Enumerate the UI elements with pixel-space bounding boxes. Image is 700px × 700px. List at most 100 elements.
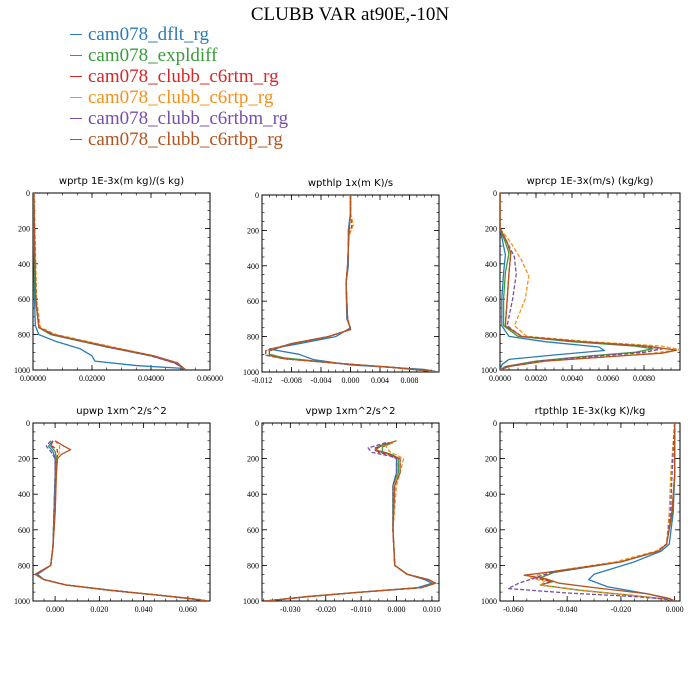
series-line-cam078_clubb_c6rtbm_rg	[34, 440, 208, 601]
legend-label: cam078_expldiff	[88, 44, 218, 66]
x-tick-label: -0.020	[315, 605, 336, 614]
y-tick-label: 200	[247, 226, 259, 235]
series-line-cam078_clubb_c6rtm_rg	[534, 423, 676, 601]
panel-title: wprcp 1E-3x(m/s) (kg/kg)	[527, 176, 654, 187]
legend-swatch	[70, 76, 82, 77]
y-tick-label: 1000	[14, 597, 30, 606]
panel-title: upwp 1xm^2/s^2	[76, 406, 166, 417]
y-tick-label: 800	[485, 331, 497, 340]
x-tick-label: 0.000	[666, 605, 684, 614]
panel-title: wprtp 1E-3x(m kg)/(s kg)	[59, 176, 184, 187]
legend-swatch	[70, 55, 82, 56]
x-tick-label: -0.010	[351, 605, 372, 614]
series-line-cam078_dflt_rg	[588, 423, 676, 601]
series-line-cam078_clubb_c6rtbp_rg	[268, 195, 439, 372]
chart-panel-4: upwp 1xm^2/s^2 0 200 400 600 800 1000 0.000 0.02…	[14, 406, 211, 614]
legend-label: cam078_clubb_c6rtbm_rg	[88, 107, 289, 129]
x-tick-label: 0.004	[371, 376, 389, 385]
series-line-cam078_clubb_c6rtbp_rg	[265, 440, 437, 601]
y-tick-label: 1000	[481, 597, 497, 606]
series-line-cam078_clubb_c6rtbp_rg	[523, 423, 676, 601]
series-line-cam078_expldiff	[500, 193, 654, 370]
chart-panel-2: wpthlp 1x(m K)/s02004006008001000-0.012-…	[243, 178, 440, 385]
x-tick-label: 0.040	[135, 605, 153, 614]
legend-item: cam078_clubb_c6rtbm_rg	[70, 108, 288, 129]
series-line-cam078_clubb_c6rtp_rg	[33, 193, 187, 370]
y-tick-label: 200	[18, 224, 30, 233]
legend-item: cam078_clubb_c6rtm_rg	[70, 66, 288, 87]
x-tick-label: 0.000	[388, 605, 406, 614]
panel-title: wpthlp 1x(m K)/s	[308, 178, 393, 189]
legend-label: cam078_clubb_c6rtp_rg	[88, 86, 274, 108]
plot-frame	[261, 422, 440, 602]
x-tick-label: 0.0060	[597, 374, 619, 383]
series-line-cam078_clubb_c6rtm_rg	[34, 440, 208, 601]
x-tick-label: 0.0040	[561, 374, 583, 383]
y-tick-label: 600	[247, 526, 259, 535]
series-line-cam078_dflt_rg	[268, 195, 439, 372]
plot-frame	[32, 422, 211, 602]
series-line-cam078_clubb_c6rtp_rg	[528, 423, 676, 601]
y-tick-label: 1000	[481, 366, 497, 375]
chart-panel-6: rtpthlp 1E-3x(kg K)/kg02004006008001000-…	[481, 406, 684, 614]
x-tick-label: 0.010	[423, 605, 441, 614]
x-tick-label: 0.020	[90, 605, 108, 614]
legend-item: cam078_expldiff	[70, 45, 288, 66]
legend-label: cam078_dflt_rg	[88, 23, 210, 45]
y-tick-label: 400	[485, 260, 497, 269]
y-tick-label: 200	[247, 455, 259, 464]
y-tick-label: 200	[18, 455, 30, 464]
legend-label: cam078_clubb_c6rtbp_rg	[88, 128, 283, 150]
x-tick-label: 0.04000	[138, 374, 164, 383]
y-tick-label: 400	[247, 490, 259, 499]
y-tick-label: 0	[26, 189, 30, 198]
y-tick-label: 400	[485, 490, 497, 499]
series-line-cam078_clubb_c6rtm_rg	[265, 441, 437, 601]
y-tick-label: 600	[18, 295, 30, 304]
y-tick-label: 400	[18, 490, 30, 499]
x-tick-label: 0.00000	[20, 374, 46, 383]
legend-item: cam078_clubb_c6rtbp_rg	[70, 129, 288, 150]
series-line-cam078_clubb_c6rtbm_rg	[500, 193, 663, 370]
y-tick-label: 1000	[243, 368, 259, 377]
x-tick-label: -0.060	[503, 605, 524, 614]
x-tick-label: 0.060	[179, 605, 197, 614]
y-tick-label: 1000	[243, 597, 259, 606]
x-tick-label: 0.000	[46, 605, 64, 614]
series-line-cam078_dflt_rg	[265, 441, 433, 601]
panel-title: vpwp 1xm^2/s^2	[305, 406, 395, 417]
y-tick-label: 0	[255, 419, 259, 428]
plot-frame	[32, 192, 211, 371]
y-tick-label: 600	[247, 297, 259, 306]
x-tick-label: -0.020	[611, 605, 632, 614]
y-tick-label: 800	[247, 333, 259, 342]
series-line-cam078_expldiff	[539, 423, 676, 601]
x-tick-label: -0.040	[557, 605, 578, 614]
x-tick-label: 0.06000	[197, 374, 223, 383]
chart-panel-5: vpwp 1xm^2/s^2 0 200 400 600 800 1000 -0.030 -0.…	[243, 406, 441, 614]
series-line-cam078_clubb_c6rtm_rg	[33, 193, 187, 370]
legend-item: cam078_dflt_rg	[70, 24, 288, 45]
series-line-cam078_clubb_c6rtbp_rg	[500, 193, 678, 370]
series-line-cam078_clubb_c6rtm_rg	[500, 193, 663, 370]
series-line-cam078_clubb_c6rtbp_rg	[34, 440, 208, 601]
y-tick-label: 0	[26, 419, 30, 428]
series-line-cam078_clubb_c6rtbp_rg	[33, 193, 187, 370]
series-line-cam078_clubb_c6rtbm_rg	[265, 441, 437, 601]
series-line-cam078_dflt_rg	[500, 193, 606, 370]
y-tick-label: 0	[255, 191, 259, 200]
x-tick-label: 0.0000	[489, 374, 511, 383]
figure-title: CLUBB VAR at90E,-10N	[250, 4, 450, 25]
x-tick-label: 0.02000	[79, 374, 105, 383]
series-line-cam078_clubb_c6rtp_rg	[34, 440, 208, 601]
x-tick-label: 0.008	[401, 376, 419, 385]
y-tick-label: 200	[485, 224, 497, 233]
panel-title: rtpthlp 1E-3x(kg K)/kg	[535, 406, 646, 417]
legend-item: cam078_clubb_c6rtp_rg	[70, 87, 288, 108]
y-tick-label: 800	[485, 561, 497, 570]
series-line-cam078_expldiff	[265, 441, 437, 601]
series-line-cam078_dflt_rg	[36, 440, 208, 601]
x-tick-label: -0.008	[281, 376, 302, 385]
y-tick-label: 600	[485, 295, 497, 304]
